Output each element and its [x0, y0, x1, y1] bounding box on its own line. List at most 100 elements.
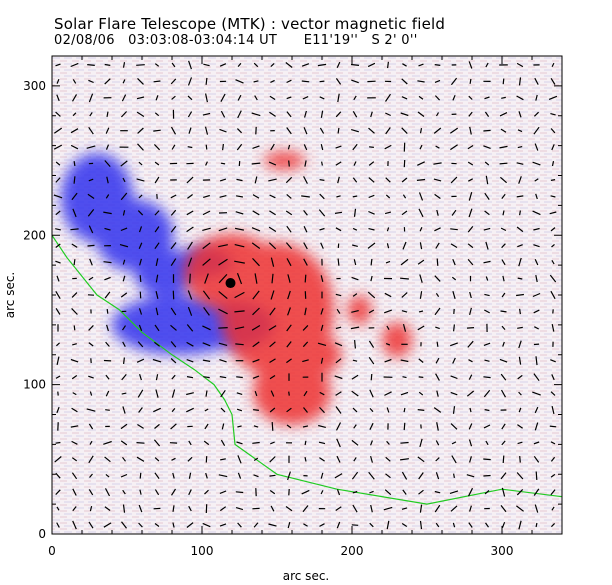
field-vector: [88, 375, 94, 379]
field-vector: [104, 78, 111, 85]
field-vector: [418, 489, 424, 495]
field-vector: [154, 341, 160, 347]
field-vector: [87, 64, 95, 66]
field-vector: [187, 257, 193, 267]
field-vector: [386, 325, 390, 331]
field-vector: [501, 440, 506, 446]
field-vector: [154, 226, 160, 233]
field-vector: [384, 211, 392, 215]
field-vector: [269, 456, 276, 463]
field-vector: [55, 63, 61, 67]
field-vector: [55, 177, 61, 183]
field-vector: [435, 472, 440, 480]
field-vector: [367, 242, 376, 249]
field-vector: [122, 62, 126, 68]
field-vector: [251, 112, 261, 117]
field-vector: [286, 225, 292, 233]
field-vector: [170, 242, 177, 250]
field-vector: [320, 490, 324, 495]
field-vector: [171, 457, 176, 461]
field-vector: [106, 176, 109, 184]
field-vector: [550, 441, 556, 445]
field-vector: [205, 77, 208, 85]
field-vector: [484, 111, 490, 117]
field-vector: [551, 160, 555, 167]
field-vector: [87, 193, 95, 199]
field-vector: [353, 457, 357, 462]
field-vector: [450, 176, 458, 184]
field-vector: [402, 489, 407, 495]
field-vector: [402, 241, 407, 250]
field-vector: [170, 423, 177, 430]
field-vector: [120, 227, 128, 232]
field-vector: [451, 209, 457, 216]
field-vector: [88, 126, 94, 135]
field-vector: [270, 505, 275, 512]
field-vector: [220, 439, 226, 446]
field-vector: [369, 522, 374, 528]
field-vector: [452, 95, 456, 101]
field-vector: [383, 309, 393, 314]
field-vector: [268, 161, 277, 166]
field-vector: [121, 521, 127, 529]
field-vector: [187, 194, 193, 199]
field-vector: [236, 441, 243, 445]
field-vector: [123, 357, 125, 364]
field-vector: [417, 259, 425, 265]
field-vector: [320, 324, 324, 332]
field-vector: [351, 129, 359, 133]
field-vector: [304, 274, 307, 283]
field-vector: [286, 324, 292, 332]
field-vector: [139, 374, 142, 381]
field-vector: [550, 456, 556, 462]
field-vector: [319, 193, 325, 200]
field-vector: [106, 309, 109, 314]
field-vector: [386, 243, 390, 249]
field-vector: [56, 94, 60, 102]
field-vector: [384, 144, 392, 150]
field-vector: [137, 143, 144, 151]
field-vector: [467, 340, 474, 348]
field-vector: [70, 228, 79, 231]
field-vector: [205, 161, 208, 166]
field-vector: [418, 391, 424, 396]
field-vector: [417, 161, 425, 166]
field-vector: [55, 489, 61, 496]
field-vector: [500, 373, 507, 381]
field-vector: [187, 146, 193, 149]
field-vector: [419, 291, 423, 299]
field-vector: [417, 325, 425, 331]
field-vector: [485, 276, 489, 281]
field-vector: [105, 144, 110, 150]
field-vector: [103, 440, 112, 445]
field-vector: [72, 488, 77, 496]
field-vector: [483, 474, 491, 477]
field-vector: [153, 407, 161, 413]
field-vector: [320, 357, 324, 364]
field-vector: [269, 307, 276, 316]
plot-area: [52, 56, 562, 534]
field-vector: [351, 524, 359, 526]
field-vector: [170, 341, 177, 348]
field-vector: [154, 472, 160, 479]
field-vector: [435, 457, 440, 462]
field-vector: [485, 62, 489, 68]
field-vector: [484, 490, 490, 495]
x-axis-label: arc sec.: [283, 569, 329, 583]
field-vector: [236, 178, 243, 182]
field-vector: [236, 376, 243, 379]
field-vector: [218, 342, 228, 346]
field-vector: [502, 455, 505, 464]
field-vector: [385, 473, 391, 479]
field-vector: [468, 522, 473, 528]
field-vector: [370, 440, 373, 446]
field-vector: [317, 63, 327, 67]
field-vector: [418, 310, 424, 313]
field-vector: [516, 195, 524, 198]
field-vector: [137, 389, 144, 398]
field-vector: [435, 242, 440, 249]
field-vector: [532, 391, 541, 396]
field-vector: [71, 292, 78, 298]
field-vector: [122, 504, 126, 513]
field-vector: [550, 290, 556, 300]
